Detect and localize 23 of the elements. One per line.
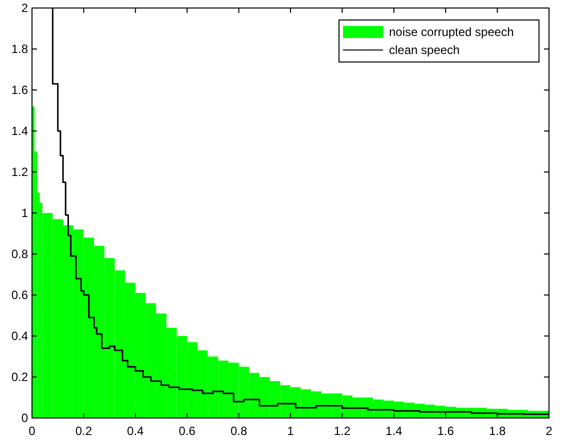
x-tick-label: 0.6 bbox=[178, 424, 196, 438]
legend-label: clean speech bbox=[389, 43, 460, 58]
legend-label: noise corrupted speech bbox=[389, 25, 514, 40]
x-tick-label: 1.2 bbox=[334, 424, 351, 438]
x-tick-label: 1.4 bbox=[386, 424, 403, 438]
x-tick-label: 1.6 bbox=[437, 424, 454, 438]
y-tick-label: 0.6 bbox=[11, 288, 28, 302]
y-tick-label: 2 bbox=[21, 1, 28, 16]
x-tick-label: 0.2 bbox=[75, 424, 92, 438]
x-tick-label: 0.4 bbox=[127, 424, 144, 438]
x-tick-label: 1 bbox=[287, 424, 294, 438]
y-tick-label: 1 bbox=[21, 206, 28, 220]
y-tick-label: 0.4 bbox=[11, 329, 28, 344]
y-tick-label: 1.6 bbox=[11, 83, 28, 98]
y-tick-label: 0.8 bbox=[11, 247, 28, 262]
y-tick-label: 0.2 bbox=[11, 370, 28, 384]
y-tick-label: 0 bbox=[21, 411, 28, 426]
x-tick-label: 0.8 bbox=[230, 424, 248, 438]
y-tick-label: 1.8 bbox=[11, 42, 28, 56]
y-tick-label: 1.4 bbox=[11, 124, 28, 138]
x-tick-label: 2 bbox=[546, 424, 553, 438]
y-tick-label: 1.2 bbox=[11, 165, 28, 180]
x-tick-label: 1.8 bbox=[488, 424, 506, 438]
